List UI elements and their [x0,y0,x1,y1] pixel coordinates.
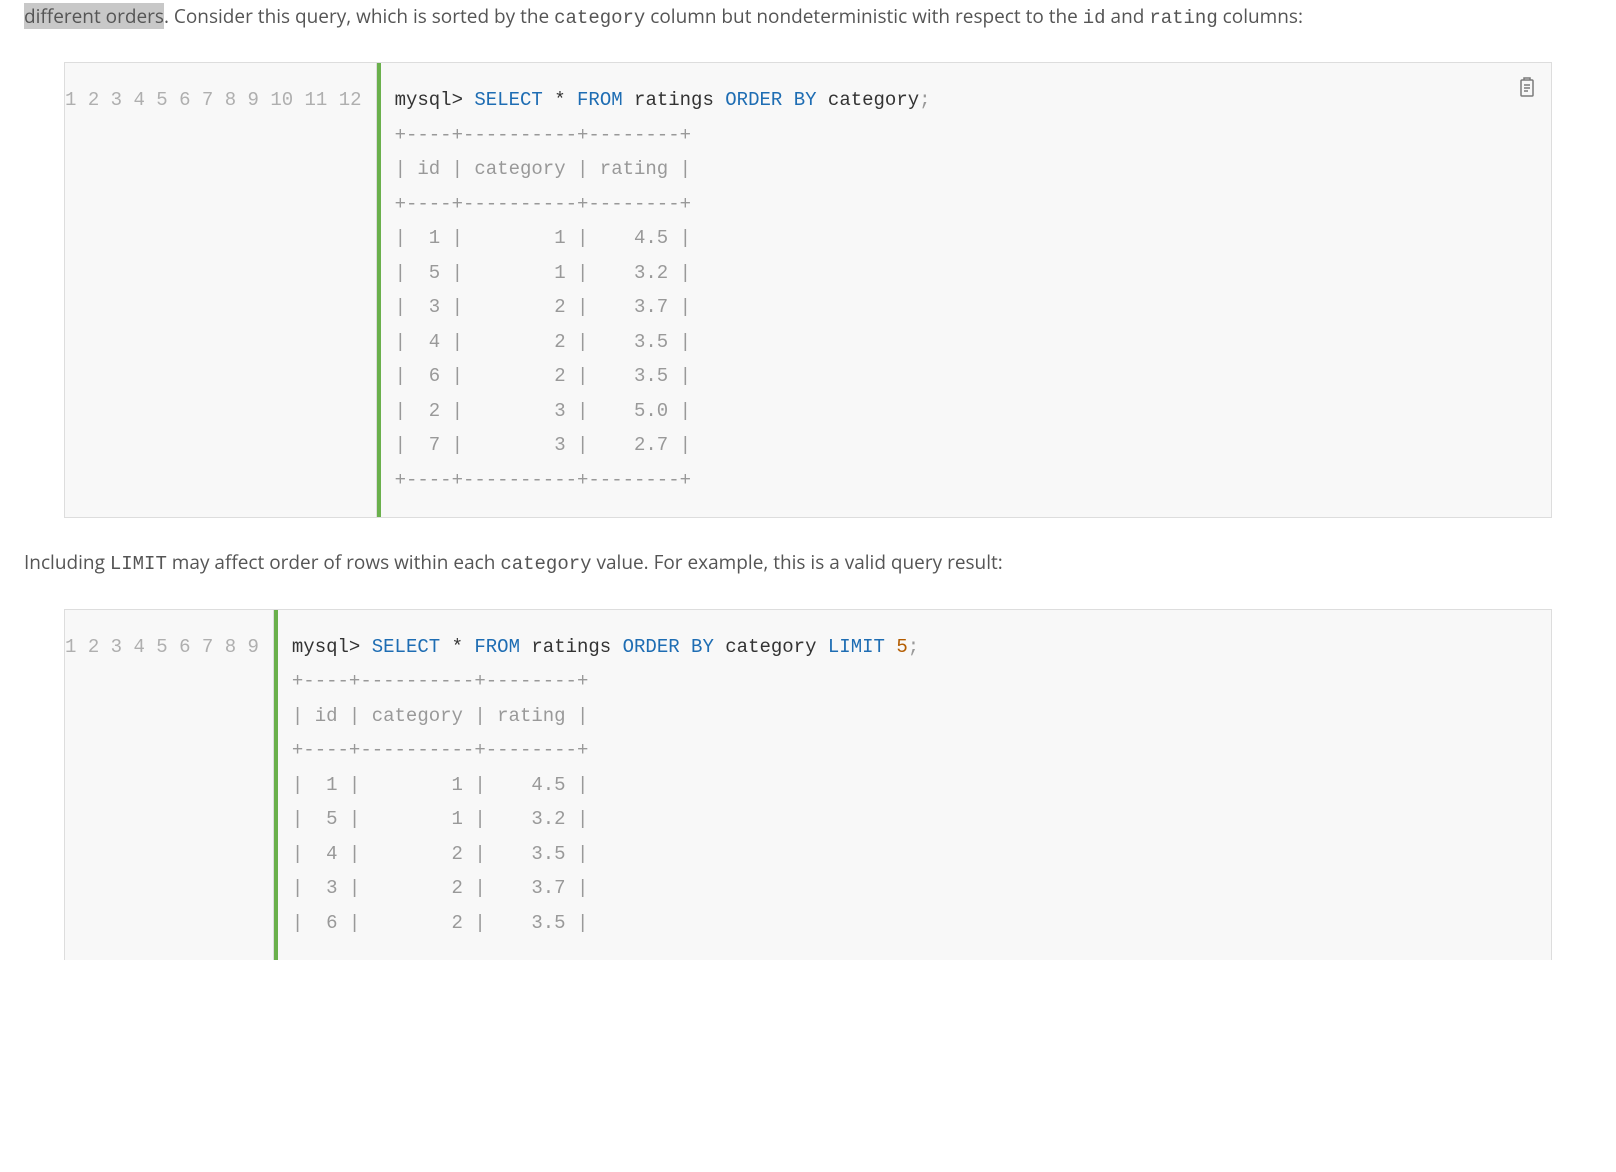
line-number: 6 [179,89,190,111]
code-block-body: 1 2 3 4 5 6 7 8 9 10 11 12 mysql> SELECT… [65,63,1551,517]
line-number: 1 [65,636,76,658]
sql-column: category [725,636,816,658]
line-number-gutter: 1 2 3 4 5 6 7 8 9 [65,610,274,961]
line-number: 6 [179,636,190,658]
text-segment: and [1106,3,1150,29]
text-segment: value. For example, this is a valid quer… [592,549,1003,575]
line-number: 9 [248,636,259,658]
line-number: 3 [111,89,122,111]
sql-semicolon: ; [919,89,930,111]
table-row: | 7 | 3 | 2.7 | [395,434,691,456]
line-number: 11 [305,89,328,111]
code-block-2: 1 2 3 4 5 6 7 8 9 mysql> SELECT * FROM r… [64,609,1552,961]
table-separator: +----+----------+--------+ [395,469,691,491]
table-separator: +----+----------+--------+ [292,670,588,692]
line-number-gutter: 1 2 3 4 5 6 7 8 9 10 11 12 [65,63,377,517]
sql-keyword-by: BY [691,636,714,658]
inline-code-limit: LIMIT [110,553,167,575]
sql-limit-n: 5 [896,636,907,658]
sql-keyword-from: FROM [577,89,623,111]
sql-prompt: mysql> [395,89,463,111]
code-block-1: 1 2 3 4 5 6 7 8 9 10 11 12 mysql> SELECT… [64,62,1552,518]
table-row: | 4 | 2 | 3.5 | [292,843,588,865]
table-row: | 5 | 1 | 3.2 | [395,262,691,284]
table-row: | 1 | 1 | 4.5 | [395,227,691,249]
table-separator: +----+----------+--------+ [292,739,588,761]
paragraph-limit: Including LIMIT may affect order of rows… [24,546,1592,580]
line-number: 4 [133,636,144,658]
code-area[interactable]: mysql> SELECT * FROM ratings ORDER BY ca… [274,610,1551,961]
line-number: 2 [88,636,99,658]
line-number: 7 [202,636,213,658]
table-row: | 4 | 2 | 3.5 | [395,331,691,353]
table-row: | 3 | 2 | 3.7 | [395,296,691,318]
table-separator: +----+----------+--------+ [395,193,691,215]
line-number: 5 [156,89,167,111]
line-number: 5 [156,636,167,658]
line-number: 9 [248,89,259,111]
line-number: 1 [65,89,76,111]
line-number: 12 [339,89,362,111]
table-header: | id | category | rating | [292,705,588,727]
table-separator: +----+----------+--------+ [395,124,691,146]
sql-keyword-from: FROM [474,636,520,658]
line-number: 4 [133,89,144,111]
table-row: | 6 | 2 | 3.5 | [395,365,691,387]
sql-prompt: mysql> [292,636,360,658]
paragraph-intro: different orders. Consider this query, w… [24,0,1592,34]
inline-code-rating: rating [1149,7,1217,29]
text-segment: column but nondeterministic with respect… [645,3,1082,29]
text-segment: may affect order of rows within each [167,549,500,575]
inline-code-id: id [1083,7,1106,29]
text-segment: columns: [1218,3,1303,29]
sql-table: ratings [531,636,611,658]
line-number: 3 [111,636,122,658]
table-row: | 3 | 2 | 3.7 | [292,877,588,899]
code-area[interactable]: mysql> SELECT * FROM ratings ORDER BY ca… [377,63,1551,517]
sql-star: * [554,89,565,111]
sql-star: * [452,636,463,658]
sql-table: ratings [634,89,714,111]
sql-column: category [828,89,919,111]
sql-keyword-by: BY [794,89,817,111]
line-number: 8 [225,636,236,658]
text-segment: . Consider this query, which is sorted b… [164,3,554,29]
sql-semicolon: ; [908,636,919,658]
sql-keyword-order: ORDER [623,636,680,658]
selected-text: different orders [24,3,164,29]
table-row: | 6 | 2 | 3.5 | [292,912,588,934]
line-number: 2 [88,89,99,111]
line-number: 8 [225,89,236,111]
sql-keyword-select: SELECT [474,89,542,111]
inline-code-category: category [500,553,591,575]
code-block-body: 1 2 3 4 5 6 7 8 9 mysql> SELECT * FROM r… [65,610,1551,961]
line-number: 7 [202,89,213,111]
doc-content: different orders. Consider this query, w… [0,0,1616,960]
text-segment: Including [24,549,110,575]
sql-keyword-order: ORDER [725,89,782,111]
table-row: | 1 | 1 | 4.5 | [292,774,588,796]
inline-code-category: category [554,7,645,29]
table-row: | 2 | 3 | 5.0 | [395,400,691,422]
table-row: | 5 | 1 | 3.2 | [292,808,588,830]
sql-keyword-select: SELECT [372,636,440,658]
line-number: 10 [270,89,293,111]
table-header: | id | category | rating | [395,158,691,180]
sql-keyword-limit: LIMIT [828,636,885,658]
